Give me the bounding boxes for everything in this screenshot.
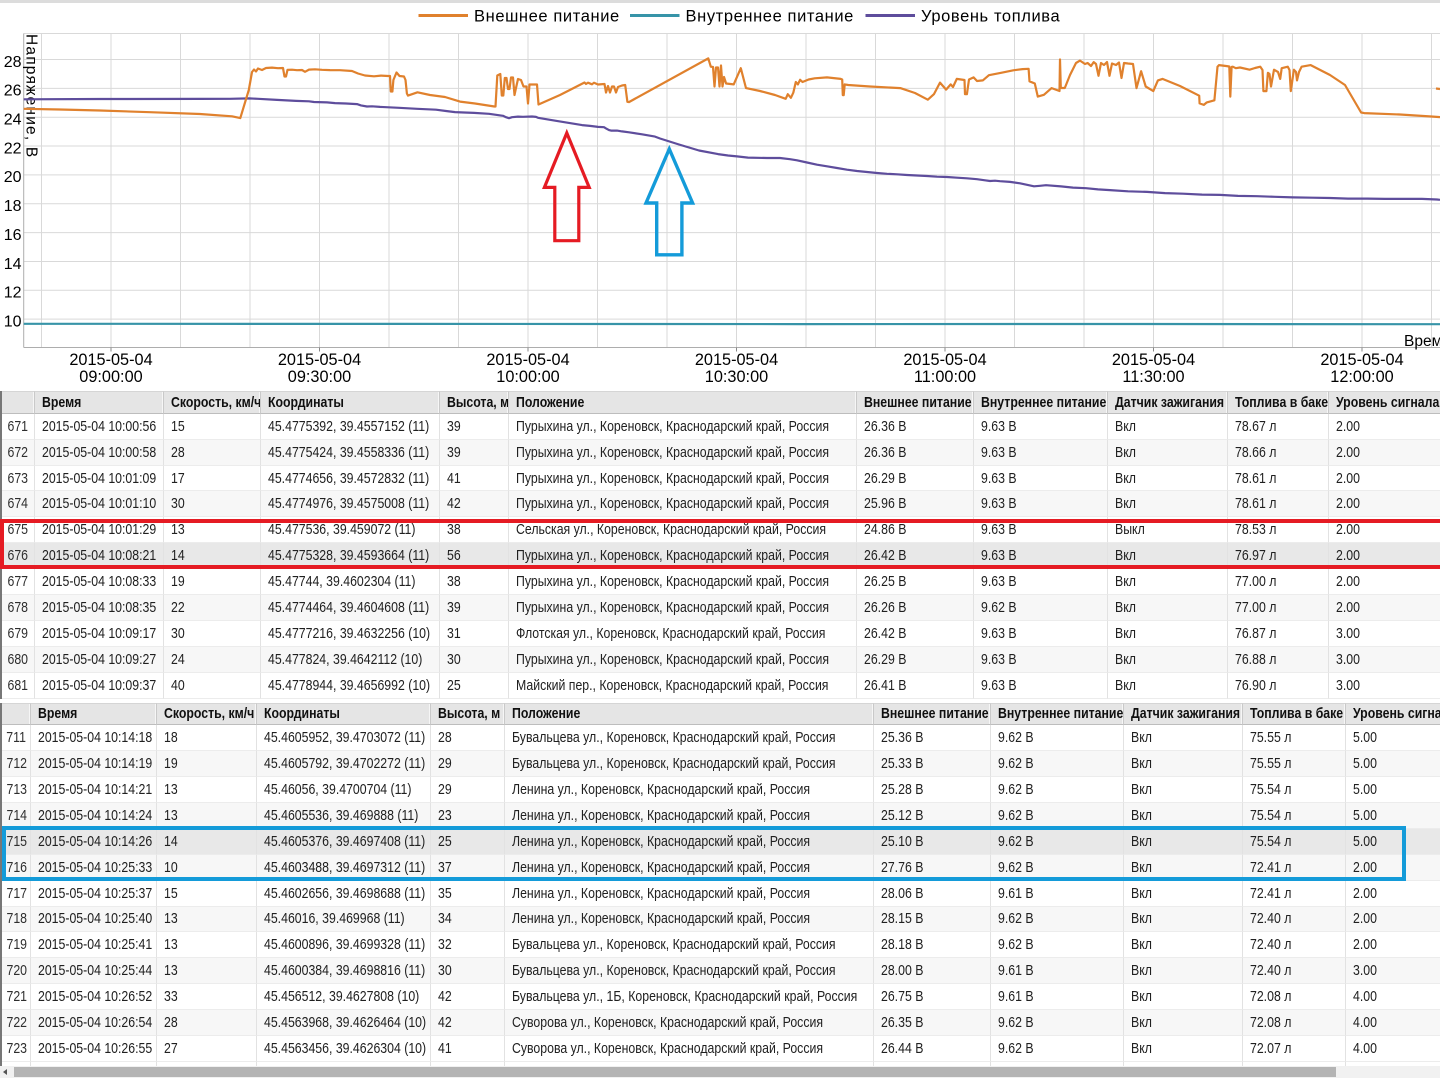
svg-text:11:00:00: 11:00:00: [914, 368, 976, 386]
svg-text:12: 12: [4, 285, 22, 302]
svg-text:Напряжение, В: Напряжение, В: [23, 34, 40, 158]
svg-text:2015-05-04: 2015-05-04: [695, 351, 778, 369]
svg-text:09:00:00: 09:00:00: [79, 368, 142, 386]
svg-text:2015-05-04: 2015-05-04: [1320, 351, 1403, 369]
svg-text:10:30:00: 10:30:00: [705, 368, 768, 386]
svg-text:2015-05-04: 2015-05-04: [278, 351, 361, 369]
svg-text:2015-05-04: 2015-05-04: [69, 351, 152, 369]
svg-text:10: 10: [4, 314, 22, 331]
svg-text:09:30:00: 09:30:00: [288, 368, 351, 386]
svg-text:18: 18: [4, 198, 22, 215]
svg-text:28: 28: [4, 54, 22, 71]
svg-text:12:00:00: 12:00:00: [1330, 368, 1393, 386]
svg-text:2015-05-04: 2015-05-04: [1112, 351, 1195, 369]
svg-text:20: 20: [4, 169, 22, 186]
svg-text:2015-05-04: 2015-05-04: [903, 351, 986, 369]
svg-text:Время, лок.: Время, лок.: [1404, 333, 1440, 350]
svg-text:24: 24: [4, 112, 22, 129]
svg-text:11:30:00: 11:30:00: [1122, 368, 1184, 386]
svg-text:10:00:00: 10:00:00: [496, 368, 559, 386]
svg-text:Внешнее питание: Внешнее питание: [474, 8, 620, 26]
svg-text:16: 16: [4, 227, 22, 244]
svg-text:14: 14: [4, 256, 22, 273]
svg-text:Внутреннее питание: Внутреннее питание: [686, 8, 854, 26]
svg-text:Уровень топлива: Уровень топлива: [921, 8, 1060, 26]
svg-text:2015-05-04: 2015-05-04: [486, 351, 569, 369]
svg-text:26: 26: [4, 83, 22, 100]
svg-text:22: 22: [4, 140, 22, 157]
